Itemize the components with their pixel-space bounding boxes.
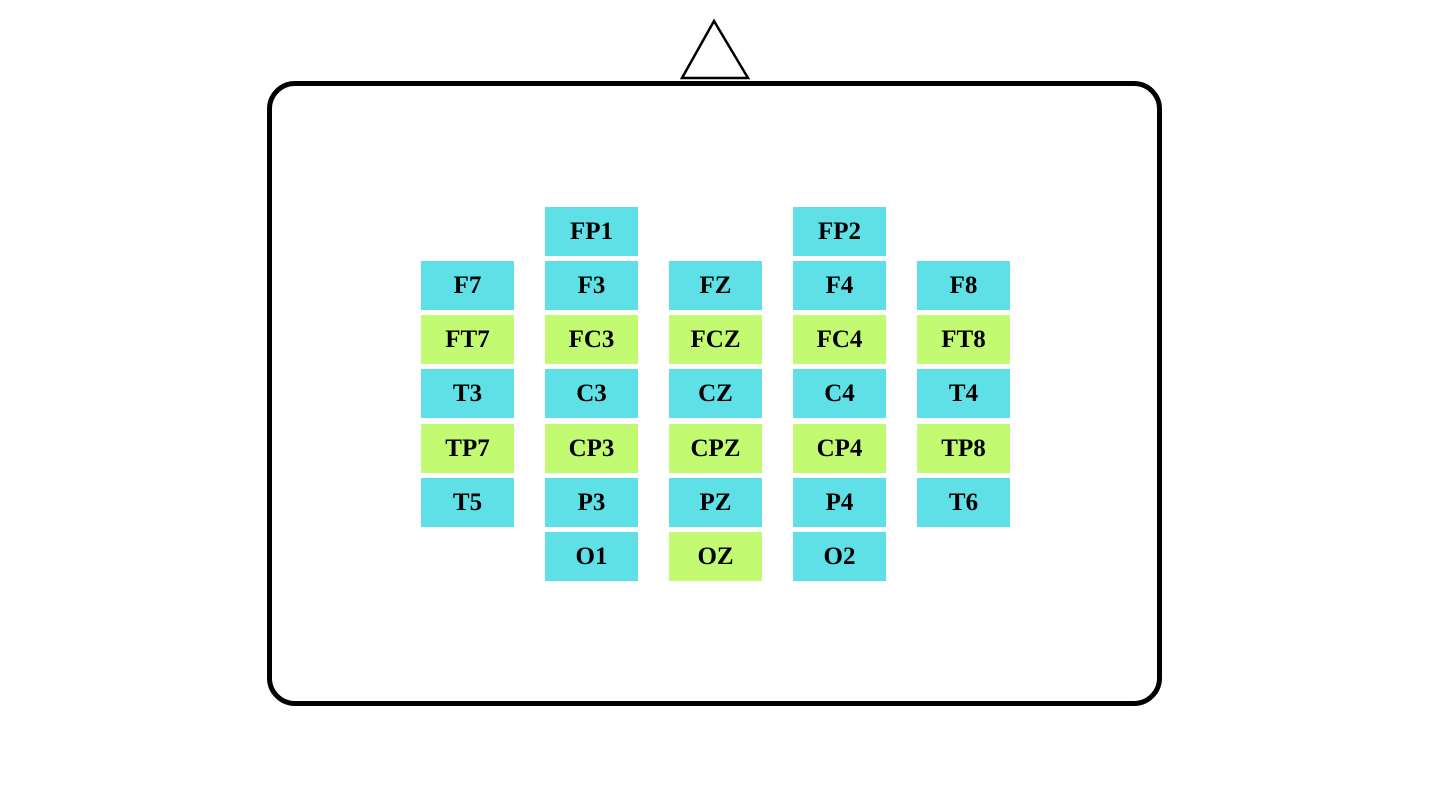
electrode-f3: F3 [545, 261, 638, 310]
electrode-oz: OZ [669, 532, 762, 581]
electrode-fcz: FCZ [669, 315, 762, 364]
electrode-pz: PZ [669, 478, 762, 527]
electrode-cp3: CP3 [545, 424, 638, 473]
electrode-t6: T6 [917, 478, 1010, 527]
electrode-fp2: FP2 [793, 207, 886, 256]
electrode-ft8: FT8 [917, 315, 1010, 364]
electrode-t4: T4 [917, 369, 1010, 418]
electrode-cpz: CPZ [669, 424, 762, 473]
electrode-fp1: FP1 [545, 207, 638, 256]
electrode-p3: P3 [545, 478, 638, 527]
electrode-fz: FZ [669, 261, 762, 310]
electrode-f8: F8 [917, 261, 1010, 310]
electrode-tp8: TP8 [917, 424, 1010, 473]
electrode-f4: F4 [793, 261, 886, 310]
electrode-c4: C4 [793, 369, 886, 418]
electrode-cp4: CP4 [793, 424, 886, 473]
electrode-o2: O2 [793, 532, 886, 581]
electrode-cz: CZ [669, 369, 762, 418]
electrode-t3: T3 [421, 369, 514, 418]
electrode-fc3: FC3 [545, 315, 638, 364]
electrode-o1: O1 [545, 532, 638, 581]
electrode-p4: P4 [793, 478, 886, 527]
electrode-tp7: TP7 [421, 424, 514, 473]
electrode-ft7: FT7 [421, 315, 514, 364]
electrode-t5: T5 [421, 478, 514, 527]
electrode-c3: C3 [545, 369, 638, 418]
electrode-f7: F7 [421, 261, 514, 310]
electrode-fc4: FC4 [793, 315, 886, 364]
